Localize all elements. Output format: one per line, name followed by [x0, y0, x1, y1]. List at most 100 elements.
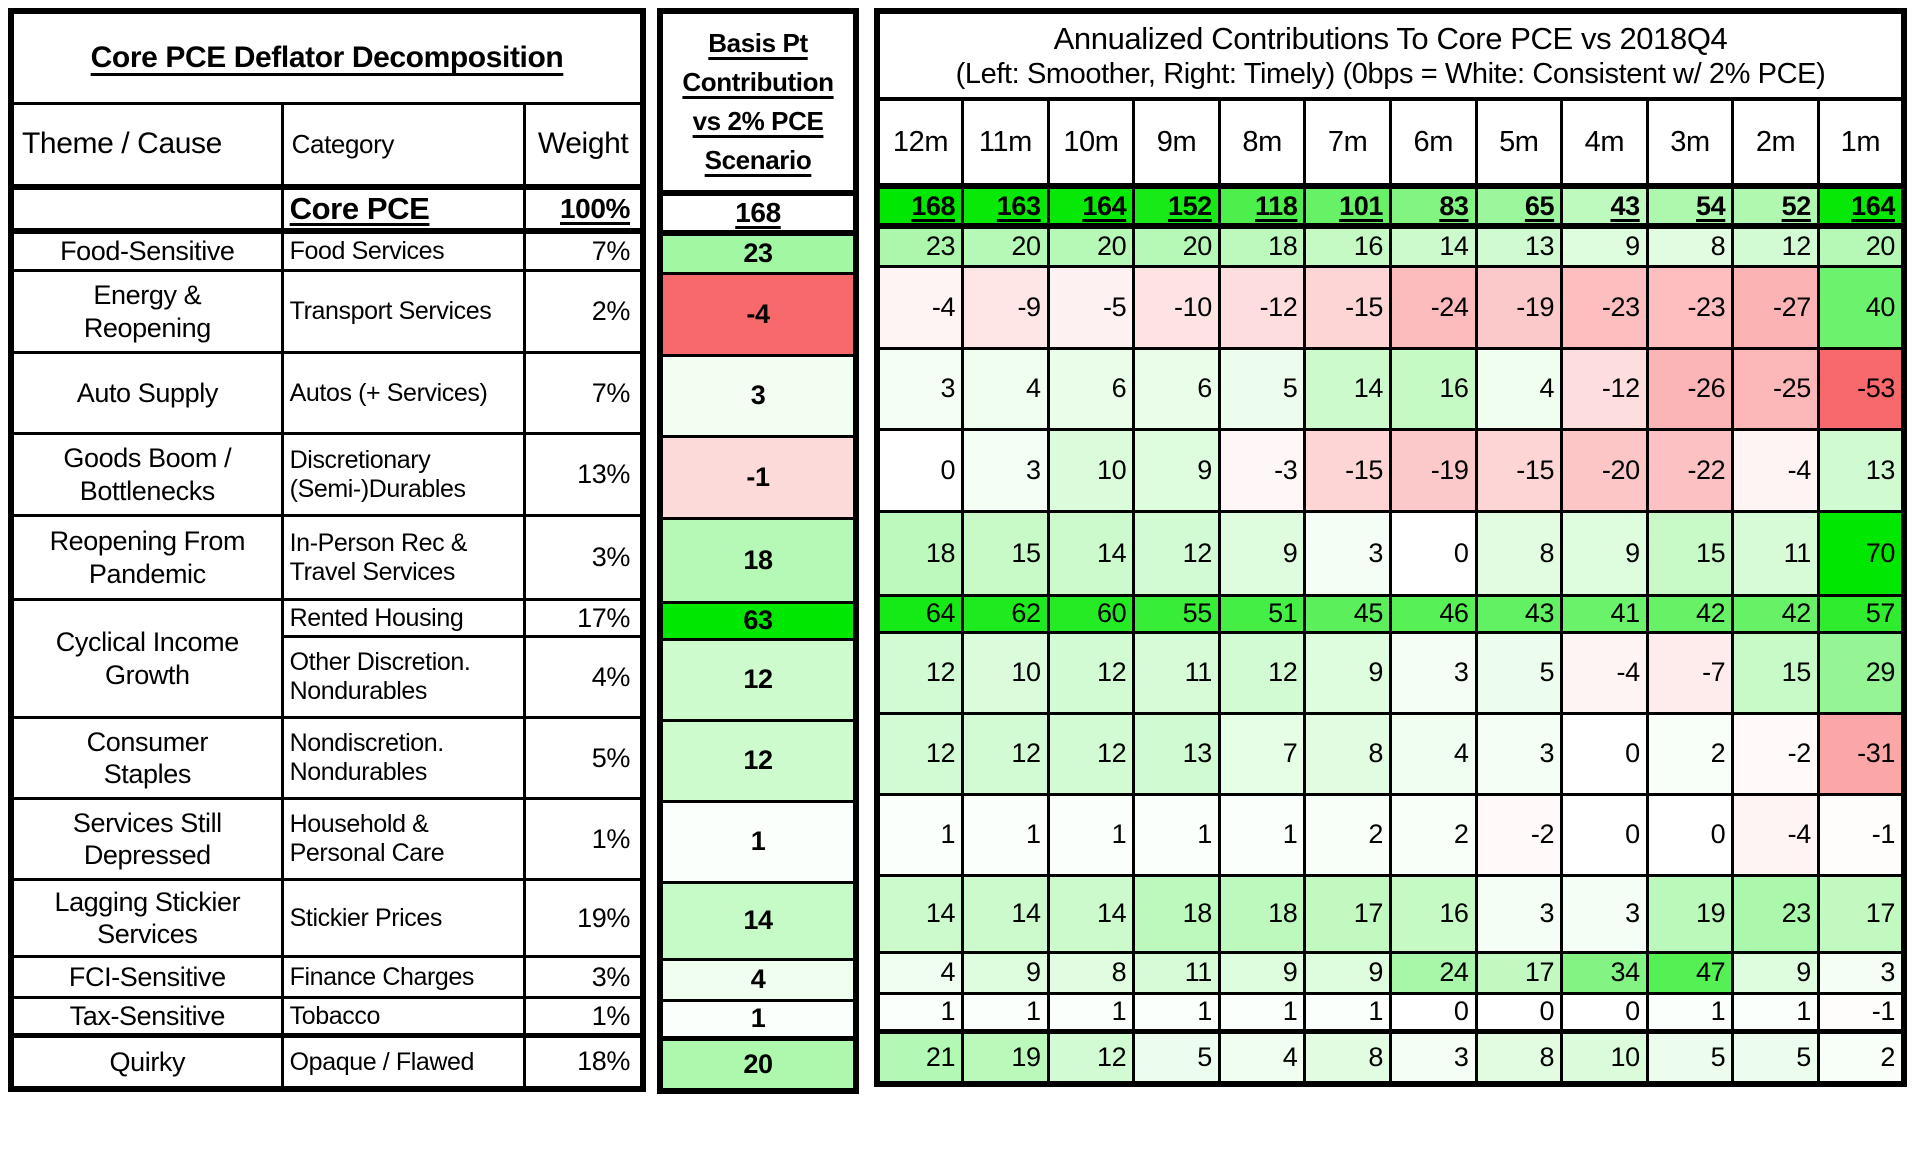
core-pce-row: 168 163 164 152 118 101 83 65 43 54 52 164 — [875, 184, 1906, 229]
heatmap-cell: 12 — [1731, 224, 1820, 268]
heatmap-cell: 18 — [1132, 873, 1221, 954]
heatmap-cell: 14 — [1046, 873, 1136, 954]
heatmap-cell: 9 — [1560, 224, 1649, 268]
heatmap-cell: 23 — [1731, 873, 1820, 954]
core-heatmap-cell: 54 — [1645, 184, 1735, 229]
table-row: 12 10 12 11 12 9 3 5 -4 -7 15 29 — [875, 630, 1906, 715]
heatmap-cell: 13 — [1816, 427, 1906, 513]
heatmap-cell: -4 — [1560, 630, 1649, 715]
table-row: 1 — [658, 799, 858, 884]
heatmap-cell: 14 — [1303, 346, 1392, 431]
heatmap-cell: 12 — [1132, 509, 1221, 597]
category-cell: Finance Charges — [280, 955, 527, 1000]
heatmap-cell: 0 — [1474, 991, 1564, 1033]
basis-header-line: Basis Pt — [708, 28, 808, 58]
heatmap-cell: 12 — [1046, 1028, 1136, 1086]
heatmap-cell: 24 — [1388, 950, 1478, 995]
core-heatmap-cell: 164 — [1046, 184, 1136, 229]
weight-cell: 4% — [523, 635, 645, 720]
heatmap-cell: 43 — [1474, 593, 1564, 634]
category-cell: Household & Personal Care — [280, 797, 527, 882]
heatmap-cell: 1 — [875, 792, 965, 877]
heatmap-cell: 18 — [1217, 873, 1307, 954]
heatmap-cell: -1 — [1816, 991, 1906, 1033]
heatmap-cell: 14 — [961, 873, 1050, 954]
basis-cell: 23 — [658, 231, 858, 275]
heatmap-cell: -1 — [1816, 792, 1906, 877]
heatmap-cell: 45 — [1303, 593, 1392, 634]
heatmap-cell: 13 — [1132, 711, 1221, 796]
month-header: 12m — [875, 97, 965, 189]
category-cell: Tobacco — [280, 996, 527, 1038]
heatmap-cell: 10 — [1046, 427, 1136, 513]
theme-cell: FCI-Sensitive — [9, 955, 284, 1000]
heatmap-cell: 3 — [961, 427, 1050, 513]
tables-row: Core PCE Deflator Decomposition Theme / … — [8, 8, 1907, 1094]
heatmap-cell: 20 — [1132, 224, 1221, 268]
heatmap-cell: 8 — [1303, 1028, 1392, 1086]
heatmap-cell: -27 — [1731, 264, 1820, 350]
heatmap-cell: 62 — [961, 593, 1050, 634]
month-header: 1m — [1816, 97, 1906, 189]
contributions-heatmap: Annualized Contributions To Core PCE vs … — [874, 8, 1907, 1087]
table-row: 20 — [658, 1035, 858, 1093]
heatmap-cell: 18 — [1217, 224, 1307, 268]
table-row: 63 — [658, 600, 858, 641]
heatmap-cell: 5 — [1132, 1028, 1221, 1086]
theme-cell: Food-Sensitive — [9, 229, 284, 273]
heatmap-cell: -24 — [1388, 264, 1478, 350]
table-row: Auto Supply Autos (+ Services) 7% — [9, 351, 645, 436]
heatmap-cell: -26 — [1645, 346, 1735, 431]
heatmap-cell: 9 — [1560, 509, 1649, 597]
heatmap-cell: -4 — [1731, 792, 1820, 877]
core-category-label: Core PCE — [280, 185, 527, 234]
basis-pt-header: Basis Pt Contribution vs 2% PCE Scenario — [658, 9, 858, 196]
table-row: 23 20 20 20 18 16 14 13 9 8 12 20 — [875, 224, 1906, 268]
core-heatmap-cell: 83 — [1388, 184, 1478, 229]
heatmap-cell: 64 — [875, 593, 965, 634]
heatmap-cell: 4 — [961, 346, 1050, 431]
heatmap-cell: 5 — [1217, 346, 1307, 431]
basis-cell: 1 — [658, 998, 858, 1040]
heatmap-cell: 0 — [875, 427, 965, 513]
heatmap-cell: -19 — [1474, 264, 1564, 350]
heatmap-cell: 8 — [1474, 1028, 1564, 1086]
heatmap-cell: 15 — [961, 509, 1050, 597]
heatmap-title-line1: Annualized Contributions To Core PCE vs … — [1053, 20, 1728, 56]
heatmap-cell: -2 — [1474, 792, 1564, 877]
table-row: 12 12 12 13 7 8 4 3 0 2 -2 -31 — [875, 711, 1906, 796]
heatmap-cell: -3 — [1217, 427, 1307, 513]
weight-cell: 7% — [523, 229, 645, 273]
heatmap-cell: 42 — [1645, 593, 1735, 634]
heatmap-cell: -22 — [1645, 427, 1735, 513]
basis-cell: -4 — [658, 271, 858, 357]
basis-cell: 3 — [658, 353, 858, 438]
month-header: 9m — [1132, 97, 1221, 189]
weight-cell: 1% — [523, 797, 645, 882]
basis-cell: 20 — [658, 1035, 858, 1093]
heatmap-cell: 4 — [875, 950, 965, 995]
weight-cell: 19% — [523, 878, 645, 959]
category-cell: Discretionary (Semi-)Durables — [280, 432, 527, 518]
heatmap-cell: 5 — [1731, 1028, 1820, 1086]
table-row: Reopening From Pandemic In-Person Rec & T… — [9, 514, 645, 602]
heatmap-cell: 12 — [875, 630, 965, 715]
table-row: 3 4 6 6 5 14 16 4 -12 -26 -25 -53 — [875, 346, 1906, 431]
theme-cell: Services Still Depressed — [9, 797, 284, 882]
basis-header-line: Scenario — [704, 145, 812, 175]
heatmap-cell: 3 — [1816, 950, 1906, 995]
heatmap-cell: 2 — [1388, 792, 1478, 877]
core-pce-row: Core PCE 100% — [9, 185, 645, 234]
core-heatmap-cell: 163 — [961, 184, 1050, 229]
heatmap-cell: 1 — [1303, 991, 1392, 1033]
heatmap-cell: 11 — [1132, 630, 1221, 715]
basis-cell: 12 — [658, 637, 858, 722]
basis-header-line: vs 2% PCE — [692, 106, 824, 136]
heatmap-cell: 47 — [1645, 950, 1735, 995]
table-row: 18 — [658, 516, 858, 604]
heatmap-title: Annualized Contributions To Core PCE vs … — [875, 9, 1906, 101]
heatmap-cell: 4 — [1388, 711, 1478, 796]
heatmap-cell: 70 — [1816, 509, 1906, 597]
heatmap-cell: 3 — [1474, 873, 1564, 954]
heatmap-cell: 23 — [875, 224, 965, 268]
